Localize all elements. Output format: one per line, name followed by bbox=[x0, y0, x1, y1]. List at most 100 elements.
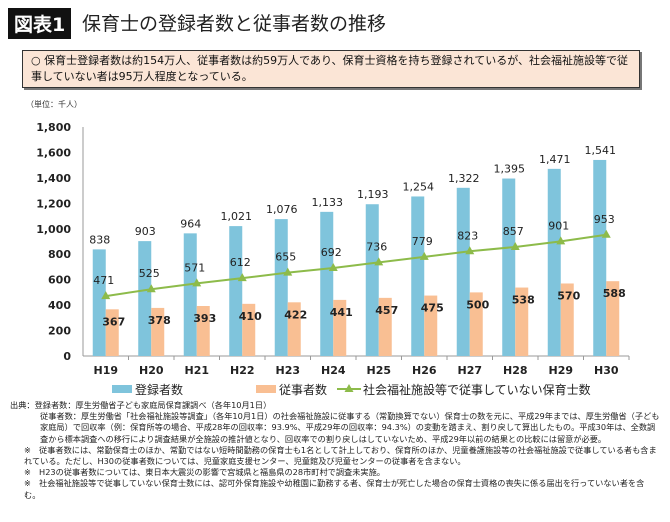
label-not-employed: 901 bbox=[548, 219, 569, 232]
legend-swatch-registered bbox=[112, 385, 132, 393]
label-not-employed: 612 bbox=[230, 256, 251, 269]
bar-registered bbox=[274, 219, 288, 356]
marker-not-employed bbox=[556, 236, 566, 245]
x-tick-label: H22 bbox=[230, 364, 255, 377]
label-employed: 475 bbox=[421, 302, 444, 315]
bar-employed bbox=[242, 303, 256, 356]
label-registered: 1,471 bbox=[539, 153, 571, 166]
y-tick-label: 1,200 bbox=[36, 197, 71, 210]
bar-registered bbox=[593, 159, 607, 356]
page-title: 保育士の登録者数と従事者数の推移 bbox=[82, 13, 387, 35]
x-tick-label: H23 bbox=[275, 364, 300, 377]
bar-registered bbox=[138, 241, 152, 356]
x-tick-label: H28 bbox=[503, 364, 528, 377]
legend-marker-not-employed bbox=[344, 384, 354, 392]
bar-employed bbox=[560, 283, 574, 356]
label-not-employed: 953 bbox=[594, 213, 615, 226]
label-registered: 1,541 bbox=[585, 144, 617, 157]
x-tick-label: H30 bbox=[594, 364, 619, 377]
label-registered: 1,395 bbox=[494, 163, 526, 176]
summary-box: ○ 保育士登録者数は約154万人、従事者数は約59万人であり、保育士資格を持ち登… bbox=[22, 50, 640, 88]
x-tick-label: H21 bbox=[184, 364, 209, 377]
x-tick-label: H26 bbox=[412, 364, 437, 377]
label-employed: 570 bbox=[557, 289, 580, 302]
note-employed: 従事者数：厚生労働省「社会福祉施設等調査」（各年10月1日）の社会福祉施設に従事… bbox=[40, 411, 660, 444]
footnotes: 出典：登録者数：厚生労働省子ども家庭局保育課調べ（各年10月1日） 従事者数：厚… bbox=[10, 400, 660, 501]
bar-employed bbox=[606, 281, 620, 356]
bar-employed bbox=[196, 306, 210, 356]
label-not-employed: 823 bbox=[457, 229, 478, 242]
line-not-employed bbox=[105, 233, 607, 298]
label-employed: 378 bbox=[148, 314, 171, 327]
legend-label-not-employed: 社会福祉施設等で従事していない保育士数 bbox=[363, 382, 591, 397]
label-registered: 1,193 bbox=[357, 188, 389, 201]
label-employed: 500 bbox=[466, 298, 489, 311]
y-tick-label: 600 bbox=[48, 274, 71, 287]
label-registered: 1,021 bbox=[221, 210, 253, 223]
bar-employed bbox=[469, 292, 483, 356]
label-not-employed: 692 bbox=[321, 246, 342, 259]
label-registered: 903 bbox=[135, 225, 156, 238]
bar-registered bbox=[183, 233, 197, 356]
chart: 0 200 400 600 800 1,000 1,200 1,400 1,600 1,800 83… bbox=[36, 121, 630, 397]
bar-registered bbox=[411, 196, 425, 356]
label-registered: 1,322 bbox=[448, 172, 480, 185]
x-tick-label: H19 bbox=[93, 364, 118, 377]
label-registered: 1,076 bbox=[266, 203, 298, 216]
note-3: ※ 社会福祉施設等で従事していない保育士数には、認可外保育施設や幼稚園に勤務する… bbox=[24, 478, 645, 500]
marker-not-employed bbox=[237, 273, 247, 282]
bar-employed bbox=[378, 297, 392, 356]
label-employed: 410 bbox=[239, 310, 262, 323]
label-registered: 838 bbox=[89, 233, 110, 246]
label-registered: 1,133 bbox=[312, 196, 344, 209]
label-employed: 367 bbox=[102, 315, 125, 328]
x-tick-label: H29 bbox=[548, 364, 573, 377]
marker-not-employed bbox=[283, 267, 293, 276]
label-not-employed: 857 bbox=[503, 225, 524, 238]
figure-number: 図表1 bbox=[8, 8, 72, 39]
bar-registered bbox=[456, 187, 470, 356]
bar-employed bbox=[287, 302, 301, 356]
bar-registered bbox=[365, 204, 379, 356]
label-employed: 588 bbox=[603, 287, 626, 300]
bar-employed bbox=[151, 307, 165, 356]
marker-not-employed bbox=[374, 257, 384, 266]
marker-not-employed bbox=[510, 241, 520, 250]
label-not-employed: 779 bbox=[412, 235, 433, 248]
bar-registered bbox=[229, 226, 243, 356]
label-not-employed: 571 bbox=[184, 261, 205, 274]
note-source: 出典：登録者数：厚生労働省子ども家庭局保育課調べ（各年10月1日） bbox=[10, 400, 272, 410]
unit-label: （単位：千人） bbox=[26, 100, 82, 109]
label-employed: 393 bbox=[193, 312, 216, 325]
label-employed: 422 bbox=[284, 308, 307, 321]
y-tick-label: 800 bbox=[48, 248, 71, 261]
y-tick-label: 1,000 bbox=[36, 223, 71, 236]
bar-registered bbox=[547, 168, 561, 356]
bar-employed bbox=[424, 295, 438, 356]
y-tick-label: 0 bbox=[63, 350, 71, 363]
marker-not-employed bbox=[465, 246, 475, 255]
legend-label-employed: 従事者数 bbox=[279, 382, 327, 397]
x-tick-label: H25 bbox=[366, 364, 391, 377]
label-not-employed: 655 bbox=[275, 251, 296, 264]
label-employed: 538 bbox=[512, 294, 535, 307]
label-employed: 441 bbox=[330, 306, 353, 319]
marker-not-employed bbox=[192, 278, 202, 287]
y-tick-label: 1,600 bbox=[36, 146, 71, 159]
marker-not-employed bbox=[328, 262, 338, 271]
marker-not-employed bbox=[419, 251, 429, 260]
marker-not-employed bbox=[101, 291, 111, 300]
y-tick-label: 400 bbox=[48, 299, 71, 312]
legend-swatch-employed bbox=[256, 385, 276, 393]
x-tick-label: H20 bbox=[139, 364, 164, 377]
legend-label-registered: 登録者数 bbox=[135, 382, 183, 397]
note-2: ※ H23の従事者数については、東日本大震災の影響で宮城県と福島県の28市町村で… bbox=[24, 467, 385, 478]
label-not-employed: 471 bbox=[93, 274, 114, 287]
bar-registered bbox=[502, 178, 516, 356]
label-not-employed: 736 bbox=[366, 240, 387, 253]
bar-employed bbox=[515, 287, 529, 356]
x-tick-label: H24 bbox=[321, 364, 346, 377]
marker-not-employed bbox=[601, 229, 611, 238]
label-registered: 964 bbox=[180, 217, 201, 230]
